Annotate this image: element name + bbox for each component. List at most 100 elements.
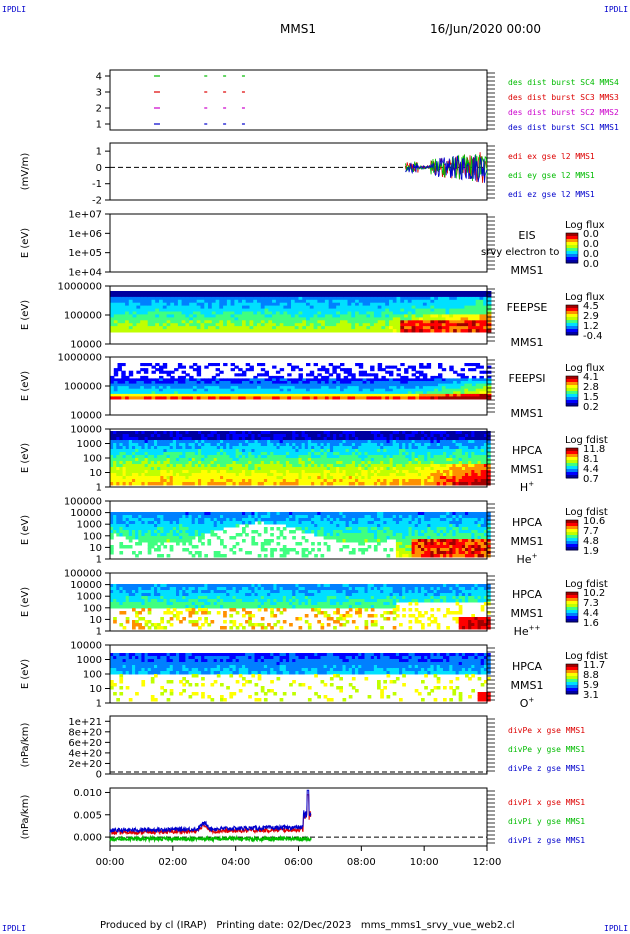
spectrogram-cell (182, 437, 186, 441)
spectrogram-cell (345, 455, 350, 459)
spectrogram-cell (128, 291, 134, 295)
spectrogram-cell (160, 440, 164, 444)
spectrogram-cell (377, 440, 381, 444)
spectrogram-cell (417, 443, 422, 447)
spectrogram-cell (143, 383, 149, 387)
spectrogram-cell (414, 452, 419, 456)
spectrogram-cell (455, 440, 460, 444)
spectrogram-cell (159, 396, 164, 400)
spectrogram-cell (355, 320, 360, 324)
spectrogram-cell (204, 296, 209, 301)
spectrogram-cell (392, 449, 397, 453)
spectrogram-cell (177, 314, 183, 318)
spectrogram-cell (189, 302, 194, 307)
spectrogram-cell (110, 375, 115, 379)
spectrogram-cell (154, 431, 158, 435)
spectrogram-cell (389, 449, 394, 453)
spectrogram-cell (285, 443, 290, 447)
spectrogram-cell (408, 431, 413, 435)
spectrogram-cell (249, 383, 254, 387)
spectrogram-cell (163, 458, 168, 462)
spectrogram-cell (287, 311, 292, 315)
spectrogram-cell (295, 479, 300, 483)
spectrogram-cell (219, 293, 224, 298)
spectrogram-cell (191, 461, 196, 465)
spectrogram-cell (226, 308, 232, 312)
spectrogram-cell (345, 473, 350, 477)
spectrogram-cell (370, 311, 375, 315)
spectrogram-cell (426, 317, 432, 321)
spectrogram-cell (204, 365, 209, 369)
spectrogram-cell (411, 317, 416, 321)
spectrogram-cell (404, 396, 409, 400)
spectrogram-cell (355, 308, 360, 312)
spectrogram-cell (223, 396, 228, 400)
spectrogram-cell (396, 378, 401, 382)
spectrogram-cell (194, 476, 199, 480)
spectrogram-cell (201, 461, 205, 465)
spectrogram-cell (267, 464, 271, 468)
spectrogram-cell (426, 302, 432, 307)
spacecraft-label: MMS1 (511, 463, 544, 476)
spectrogram-cell (381, 396, 386, 400)
spectrogram-cell (128, 391, 134, 395)
spectrogram-cell (419, 311, 424, 315)
spectrogram-cell (465, 464, 469, 468)
spectrogram-cell (174, 299, 179, 304)
spectrogram-cell (117, 320, 122, 324)
spectrogram-cell (208, 314, 213, 318)
spectrogram-cell (456, 317, 462, 321)
spectrogram-cell (358, 434, 362, 438)
spectrogram-cell (479, 378, 484, 382)
colorbar-tick-label: 0.7 (583, 474, 599, 485)
spectrogram-cell (317, 368, 322, 372)
spectrogram-cell (301, 467, 306, 471)
spectrogram-cell (461, 437, 466, 441)
spectrogram-cell (475, 308, 481, 312)
spectrogram-cell (117, 323, 122, 327)
spectrogram-cell (313, 396, 318, 400)
spectrogram-cell (292, 449, 296, 453)
spectrogram-cell (389, 461, 394, 465)
spectrogram-cell (355, 305, 360, 309)
spectrogram-cell (253, 302, 258, 307)
spectrogram-cell (242, 308, 247, 312)
spectrogram-cell (321, 296, 326, 301)
spectrogram-cell (121, 299, 126, 304)
spectrogram-cell (430, 482, 435, 486)
spectrogram-cell (443, 443, 447, 447)
spectrogram-cell (460, 329, 465, 333)
spectrogram-cell (188, 461, 193, 465)
spectrogram-cell (213, 440, 218, 444)
spectrogram-cell (291, 296, 296, 301)
spectrogram-cell (110, 521, 114, 525)
spectrogram-cell (386, 446, 391, 450)
spectrogram-cell (321, 368, 326, 372)
spectrogram-cell (213, 437, 218, 441)
spectrogram-cell (128, 381, 134, 385)
spectrogram-cell (279, 464, 284, 468)
spectrogram-cell (455, 461, 460, 465)
spectrogram-cell (204, 476, 208, 480)
spectrogram-cell (110, 512, 114, 516)
spectrogram-cell (172, 437, 177, 441)
spectrogram-cell (207, 440, 212, 444)
spectrogram-cell (430, 388, 435, 392)
spectrogram-cell (314, 470, 318, 474)
spectrogram-cell (370, 440, 375, 444)
spectrogram-cell (386, 452, 391, 456)
spectrogram-cell (411, 291, 416, 295)
spectrogram-cell (249, 391, 254, 395)
spectrogram-cell (198, 482, 202, 486)
spectrogram-cell (449, 381, 454, 385)
spectrogram-cell (430, 317, 435, 321)
spectrogram-cell (373, 446, 378, 450)
spectrogram-cell (326, 440, 331, 444)
spectrogram-cell (179, 479, 183, 483)
spectrogram-cell (301, 437, 306, 441)
spectrogram-cell (417, 458, 422, 462)
spectrogram-cell (113, 431, 117, 435)
spectrogram-cell (176, 461, 180, 465)
spectrogram-cell (449, 308, 454, 312)
spectrogram-cell (370, 431, 375, 435)
